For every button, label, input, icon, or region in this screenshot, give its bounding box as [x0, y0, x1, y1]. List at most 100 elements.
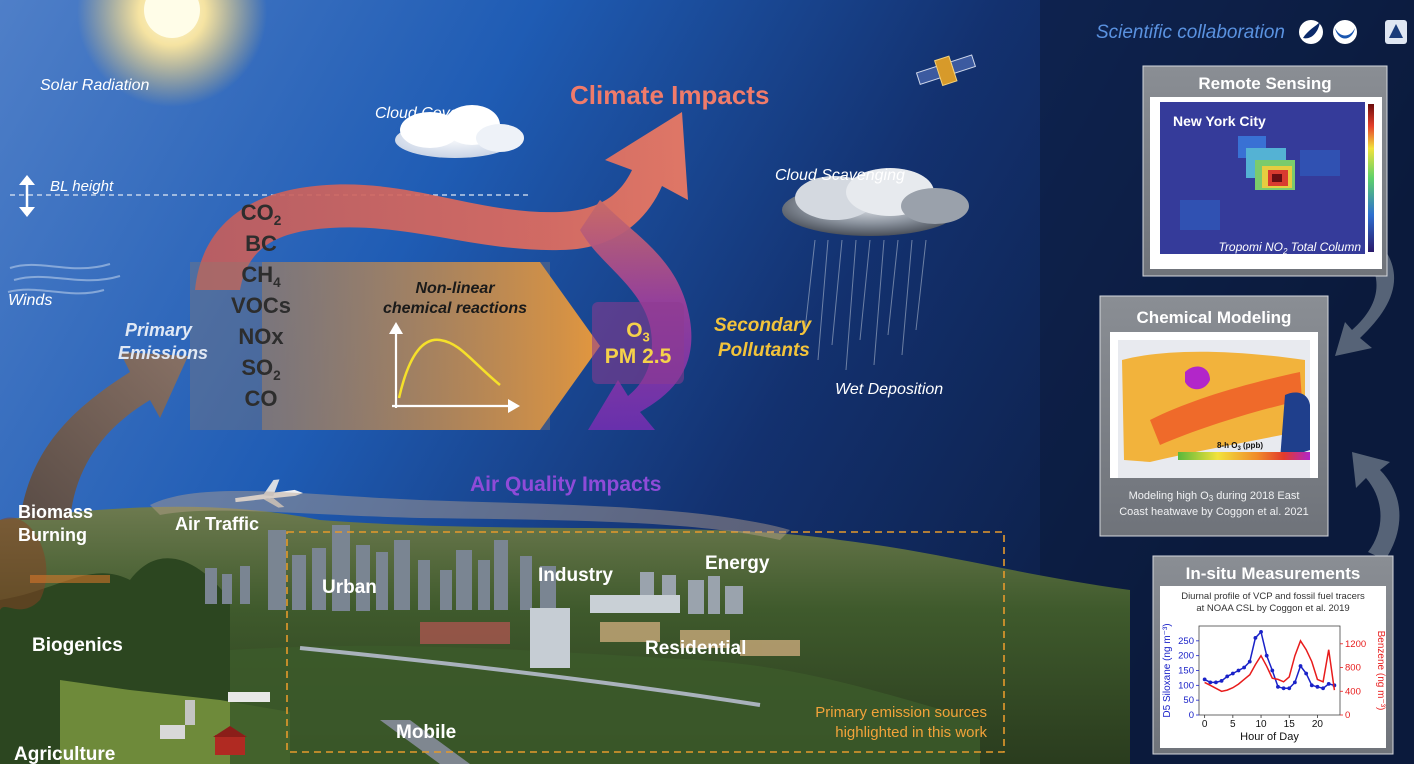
y-left-tick-label-4: 200: [1178, 651, 1194, 662]
series-point: [1230, 671, 1235, 676]
reactions-label-2: chemical reactions: [383, 300, 527, 317]
y-right-tick-label-3: 1200: [1345, 639, 1366, 650]
storm-cloud-icon: [782, 168, 969, 236]
wet-deposition-label: Wet Deposition: [835, 381, 943, 398]
primary-species-2: CH4: [241, 262, 281, 290]
insitu-panel: In-situ Measurements Diurnal profile of …: [1152, 555, 1394, 755]
primary-species-3: VOCs: [231, 293, 291, 318]
farm: [160, 692, 270, 755]
series-point: [1214, 680, 1218, 685]
secondary-pollutants-label-2: Pollutants: [718, 340, 810, 361]
o3-legend-label: 8-h O3 (ppb): [1217, 441, 1263, 452]
series-point: [1247, 659, 1252, 664]
series-line-1: [1204, 639, 1336, 693]
climate-impacts-label: Climate Impacts: [570, 80, 769, 110]
chemical-caption-2: Coast heatwave by Coggon et al. 2021: [1119, 506, 1309, 518]
y-left-tick-label-3: 150: [1178, 666, 1194, 677]
insitu-title: In-situ Measurements: [1186, 564, 1361, 583]
y-left-tick-label-2: 100: [1178, 680, 1194, 691]
series-point: [1208, 680, 1213, 685]
biomass-label-1: Biomass: [18, 502, 93, 522]
series-point: [1287, 686, 1292, 691]
ground-flow: [150, 490, 790, 540]
chemical-modeling-title: Chemical Modeling: [1137, 308, 1292, 327]
biogenics-label: Biogenics: [32, 635, 123, 656]
factories: [590, 572, 743, 614]
primary-species-list: CO2 BC CH4 VOCs NOx SO2 CO: [231, 200, 291, 411]
solar-radiation-label: Solar Radiation: [40, 77, 150, 94]
nyc-label: New York City: [1173, 113, 1266, 129]
rain-icon: [804, 239, 927, 371]
y-right-axis-label: Benzene (ng m⁻³): [1375, 631, 1386, 711]
primary-species-5: SO2: [241, 355, 281, 383]
y-left-axis-label: D5 Siloxane (ng m⁻³): [1162, 623, 1173, 717]
series-point: [1270, 668, 1275, 673]
series-point: [1264, 653, 1269, 658]
residential-label: Residential: [645, 638, 746, 659]
climate-arrow: [195, 112, 688, 290]
primary-emissions-arrow: [20, 352, 188, 520]
series-point: [1242, 665, 1247, 670]
series-point: [1253, 635, 1258, 640]
bl-height-label: BL height: [50, 178, 114, 195]
cloud-icon: [395, 105, 524, 158]
primary-species-6: CO: [245, 386, 278, 411]
series-point: [1309, 683, 1314, 688]
series-point: [1304, 671, 1309, 676]
energy-label: Energy: [705, 553, 770, 574]
skyline: [205, 525, 570, 668]
series-point: [1326, 681, 1331, 686]
winds-label: Winds: [8, 292, 52, 309]
remote-sensing-title: Remote Sensing: [1198, 74, 1331, 93]
insitu-caption-1: Diurnal profile of VCP and fossil fuel t…: [1181, 591, 1365, 602]
air-traffic-label: Air Traffic: [175, 514, 259, 534]
reactions-label-1: Non-linear: [415, 280, 495, 297]
biomass-label-2: Burning: [18, 525, 87, 545]
primary-species-4: NOx: [238, 324, 284, 349]
series-point: [1219, 678, 1224, 683]
x-axis-label: Hour of Day: [1240, 731, 1299, 743]
secondary-box: [592, 302, 684, 384]
collaboration-label: Scientific collaboration: [1096, 22, 1285, 43]
winds-icon: [7, 263, 121, 295]
seal-logo-icon: [1385, 20, 1407, 44]
agency-logo-icon: [1299, 20, 1323, 44]
urban-label: Urban: [322, 577, 377, 598]
y-left-tick-label-1: 50: [1183, 695, 1194, 706]
y-right-tick-label-0: 0: [1345, 710, 1350, 721]
series-point: [1225, 674, 1230, 679]
series-point: [1321, 686, 1325, 691]
secondary-species-0: O3: [626, 319, 650, 345]
series-point: [1236, 668, 1241, 673]
chemical-caption-1: Modeling high O3 during 2018 East: [1129, 490, 1300, 503]
y-right-tick-label-1: 400: [1345, 686, 1361, 697]
residential-area: [420, 622, 800, 656]
y-left-tick-label-0: 0: [1189, 710, 1194, 721]
cloud-scavenging-label: Cloud Scavenging: [775, 167, 905, 184]
noaa-logo-icon: [1333, 20, 1357, 44]
satellite-icon: [915, 54, 977, 87]
primary-species-0: CO2: [241, 200, 282, 228]
secondary-pollutants-label-1: Secondary: [714, 315, 813, 336]
series-point: [1281, 686, 1286, 691]
insitu-caption-2: at NOAA CSL by Coggon et al. 2019: [1196, 603, 1349, 614]
secondary-species-1: PM 2.5: [605, 345, 672, 368]
primary-emissions-label-2: Emissions: [118, 343, 208, 363]
mobile-label: Mobile: [396, 722, 456, 743]
x-tick-label-3: 15: [1284, 719, 1296, 730]
air-quality-impacts-label: Air Quality Impacts: [470, 473, 661, 496]
tropomi-label: Tropomi NO2 Total Column: [1219, 240, 1362, 256]
series-point: [1259, 630, 1263, 634]
series-point: [1298, 664, 1303, 668]
reaction-curve-plot: [389, 322, 520, 413]
industry-label: Industry: [538, 565, 613, 586]
series-point: [1315, 684, 1320, 689]
agriculture-label: Agriculture: [14, 744, 115, 764]
primary-emissions-label-1: Primary: [125, 320, 193, 340]
bl-height-indicator: [10, 175, 530, 217]
y-left-tick-label-5: 250: [1178, 636, 1194, 647]
airplane-icon: [235, 479, 304, 508]
